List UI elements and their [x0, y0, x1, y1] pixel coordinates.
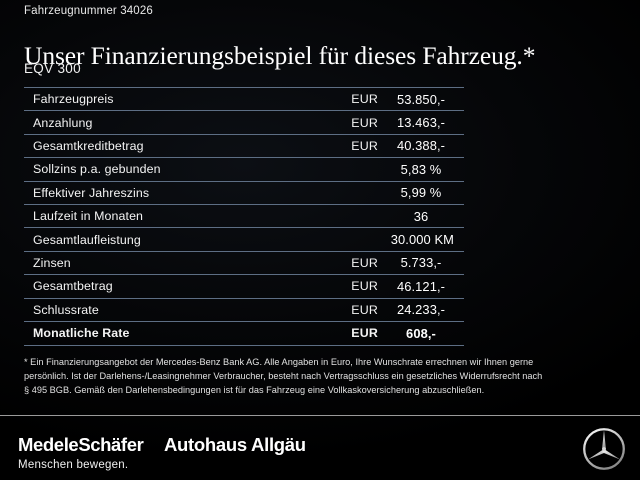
table-row: Zinsen EUR 5.733,- [24, 252, 464, 276]
row-label: Laufzeit in Monaten [33, 209, 144, 224]
table-row: Schlussrate EUR 24.233,- [24, 299, 464, 322]
table-row: Fahrzeugpreis EUR 53.850,- [24, 88, 464, 112]
dealer-logo-secondary: Autohaus Allgäu [164, 434, 306, 455]
page-title: Unser Finanzierungsbeispiel für dieses F… [24, 41, 536, 71]
row-value: 13.463,- [396, 115, 446, 131]
disclaimer-line-2: persönlich. Ist der Darlehens-/Leasingne… [24, 371, 543, 381]
disclaimer-line-1: * Ein Finanzierungsangebot der Mercedes-… [24, 357, 534, 367]
row-value: 5.733,- [400, 255, 442, 271]
row-label: Sollzins p.a. gebunden [33, 162, 161, 177]
row-value: 30.000 KM [390, 232, 454, 248]
row-value: 5,83 % [400, 161, 442, 177]
row-currency: EUR [351, 255, 378, 270]
row-value: 36 [413, 208, 429, 224]
row-label: Gesamtkreditbetrag [33, 138, 144, 153]
row-currency: EUR [351, 302, 378, 317]
dealer-logo-primary: MedeleSchäfer [18, 434, 144, 455]
table-row: Laufzeit in Monaten 36 [24, 205, 464, 229]
row-value: 53.850,- [396, 91, 446, 107]
footer: MedeleSchäfer Menschen bewegen. Autohaus… [0, 416, 640, 480]
row-label: Anzahlung [33, 115, 93, 130]
row-currency: EUR [351, 115, 378, 130]
row-value: 24.233,- [396, 302, 446, 318]
row-value: 46.121,- [396, 278, 446, 294]
row-label: Effektiver Jahreszins [33, 185, 150, 200]
dealer-tagline: Menschen bewegen. [18, 459, 129, 471]
table-row: Effektiver Jahreszins 5,99 % [24, 182, 464, 205]
row-currency: EUR [351, 138, 378, 153]
row-label: Gesamtlaufleistung [33, 232, 141, 247]
row-currency: EUR [351, 92, 378, 107]
row-label: Zinsen [33, 255, 71, 270]
mercedes-benz-star-icon [583, 428, 625, 470]
disclaimer: * Ein Finanzierungsangebot der Mercedes-… [24, 355, 624, 397]
row-currency: EUR [351, 279, 378, 294]
table-row: Sollzins p.a. gebunden 5,83 % [24, 158, 464, 182]
row-value: 40.388,- [396, 138, 446, 154]
financing-table: Fahrzeugpreis EUR 53.850,- Anzahlung EUR… [24, 87, 464, 346]
vehicle-model: EQV 300 [24, 61, 81, 76]
row-label: Gesamtbetrag [33, 279, 113, 294]
table-row: Gesamtlaufleistung 30.000 KM [24, 228, 464, 252]
disclaimer-line-3: § 495 BGB. Gemäß den Darlehensbedingunge… [24, 385, 485, 395]
row-currency: EUR [351, 326, 378, 341]
row-value: 5,99 % [400, 185, 442, 201]
table-row: Gesamtkreditbetrag EUR 40.388,- [24, 135, 464, 159]
table-row-monthly-rate: Monatliche Rate EUR 608,- [24, 322, 464, 346]
footer-divider [0, 415, 640, 416]
row-label: Monatliche Rate [33, 326, 130, 341]
table-row: Anzahlung EUR 13.463,- [24, 111, 464, 135]
row-label: Fahrzeugpreis [33, 92, 114, 107]
row-value: 608,- [406, 325, 436, 341]
vehicle-number: Fahrzeugnummer 34026 [24, 5, 153, 17]
table-row: Gesamtbetrag EUR 46.121,- [24, 275, 464, 299]
row-label: Schlussrate [33, 302, 99, 317]
